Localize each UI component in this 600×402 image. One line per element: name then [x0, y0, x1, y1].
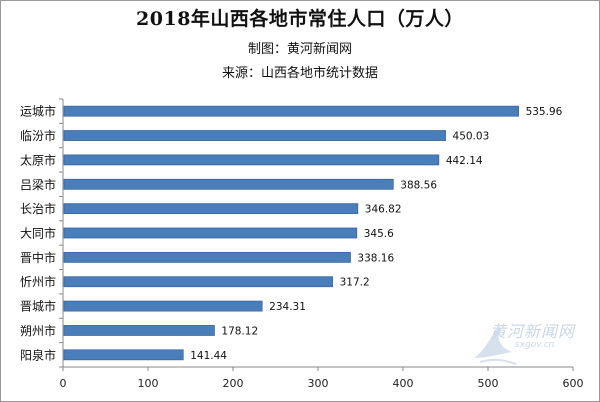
chart-subtitle-source: 来源：山西各地市统计数据	[221, 66, 378, 81]
watermark-text: 黄河新闻网	[490, 322, 576, 341]
data-label: 450.03	[453, 131, 490, 143]
bar	[63, 349, 184, 361]
bar	[63, 300, 263, 312]
data-label: 388.56	[400, 179, 437, 191]
data-label: 338.16	[357, 252, 394, 264]
bar	[63, 178, 394, 190]
watermark-logo-icon	[474, 326, 517, 365]
watermark-url: sxgov.cn	[515, 340, 555, 350]
bar	[63, 154, 440, 166]
bar	[63, 276, 334, 288]
data-label: 346.82	[365, 204, 402, 216]
x-tick-label: 300	[308, 377, 329, 390]
category-label: 忻州市	[20, 274, 56, 289]
category-label: 朔州市	[20, 323, 56, 338]
bar	[63, 105, 519, 117]
x-tick-label: 500	[478, 377, 499, 390]
data-label: 345.6	[364, 228, 394, 240]
data-label: 178.12	[221, 325, 258, 337]
x-tick-label: 600	[563, 377, 584, 390]
category-label: 阳泉市	[20, 347, 56, 362]
category-label: 晋中市	[20, 250, 56, 265]
category-label: 吕梁市	[20, 177, 56, 192]
x-tick-label: 0	[60, 377, 67, 390]
category-label: 大同市	[20, 226, 56, 241]
bar	[63, 130, 446, 141]
bar	[63, 227, 358, 239]
category-label: 晋城市	[20, 299, 56, 314]
x-tick-label: 100	[138, 377, 159, 390]
category-label: 运城市	[20, 104, 56, 119]
data-label: 442.14	[446, 155, 483, 167]
x-tick-label: 200	[223, 377, 244, 390]
chart-title: 2018年山西各地市常住人口（万人）	[136, 8, 464, 30]
chart-subtitle-credit: 制图：黄河新闻网	[247, 42, 352, 57]
bar	[63, 251, 351, 263]
data-label: 234.31	[269, 301, 306, 313]
category-label: 长治市	[20, 201, 56, 216]
data-label: 535.96	[526, 106, 563, 118]
data-label: 141.44	[190, 350, 227, 362]
category-label: 太原市	[20, 152, 56, 167]
x-tick-label: 400	[393, 377, 414, 390]
category-label: 临汾市	[20, 128, 56, 143]
bar	[63, 203, 359, 215]
data-label: 317.2	[340, 277, 370, 289]
bar	[63, 325, 215, 336]
